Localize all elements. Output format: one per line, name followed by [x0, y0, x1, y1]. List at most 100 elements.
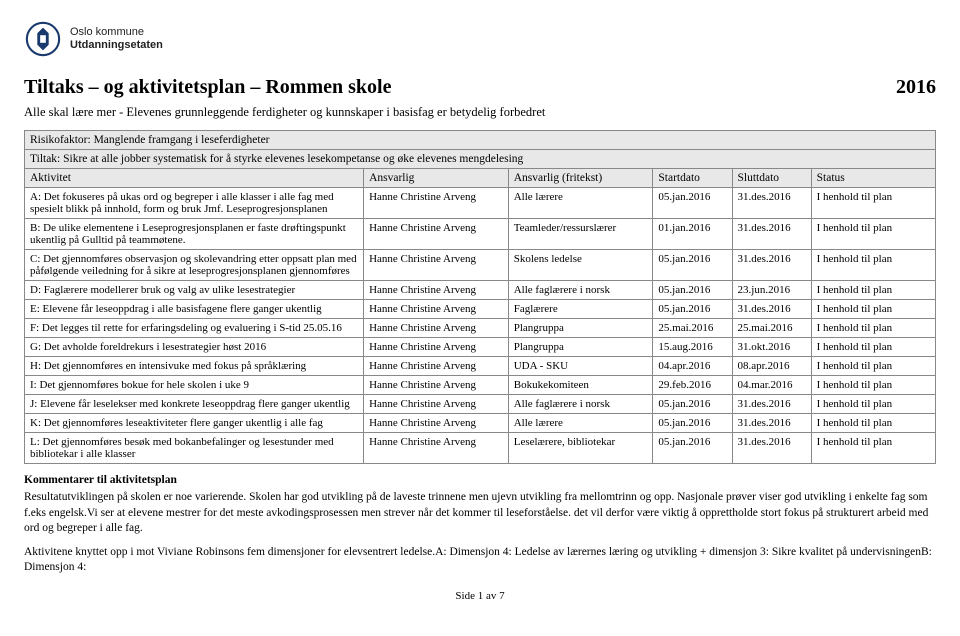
- year: 2016: [896, 76, 936, 99]
- comments-paragraph-1: Resultatutviklingen på skolen er noe var…: [24, 490, 936, 537]
- cell-fritekst: Alle lærere: [508, 188, 653, 219]
- cell-sluttdato: 31.des.2016: [732, 188, 811, 219]
- subtitle: Alle skal lære mer - Elevenes grunnlegge…: [24, 105, 936, 120]
- cell-ansvarlig: Hanne Christine Arveng: [364, 281, 509, 300]
- cell-startdato: 05.jan.2016: [653, 250, 732, 281]
- cell-aktivitet: E: Elevene får leseoppdrag i alle basisf…: [25, 300, 364, 319]
- cell-fritekst: Alle faglærere i norsk: [508, 395, 653, 414]
- cell-fritekst: Leselærere, bibliotekar: [508, 433, 653, 464]
- table-row: C: Det gjennomføres observasjon og skole…: [25, 250, 936, 281]
- cell-aktivitet: C: Det gjennomføres observasjon og skole…: [25, 250, 364, 281]
- cell-ansvarlig: Hanne Christine Arveng: [364, 357, 509, 376]
- cell-startdato: 05.jan.2016: [653, 414, 732, 433]
- cell-sluttdato: 31.des.2016: [732, 300, 811, 319]
- cell-startdato: 15.aug.2016: [653, 338, 732, 357]
- cell-ansvarlig: Hanne Christine Arveng: [364, 414, 509, 433]
- cell-startdato: 01.jan.2016: [653, 219, 732, 250]
- cell-fritekst: Skolens ledelse: [508, 250, 653, 281]
- cell-startdato: 05.jan.2016: [653, 281, 732, 300]
- table-row: A: Det fokuseres på ukas ord og begreper…: [25, 188, 936, 219]
- cell-fritekst: Plangruppa: [508, 319, 653, 338]
- table-row: D: Faglærere modellerer bruk og valg av …: [25, 281, 936, 300]
- cell-status: I henhold til plan: [811, 395, 935, 414]
- cell-aktivitet: F: Det legges til rette for erfaringsdel…: [25, 319, 364, 338]
- cell-sluttdato: 04.mar.2016: [732, 376, 811, 395]
- cell-sluttdato: 31.des.2016: [732, 433, 811, 464]
- col-ansvarlig: Ansvarlig: [364, 169, 509, 188]
- activity-plan-table: Risikofaktor: Manglende framgang i lesef…: [24, 130, 936, 464]
- cell-startdato: 25.mai.2016: [653, 319, 732, 338]
- cell-ansvarlig: Hanne Christine Arveng: [364, 376, 509, 395]
- cell-sluttdato: 31.okt.2016: [732, 338, 811, 357]
- col-aktivitet: Aktivitet: [25, 169, 364, 188]
- table-row: G: Det avholde foreldrekurs i lesestrate…: [25, 338, 936, 357]
- cell-status: I henhold til plan: [811, 281, 935, 300]
- table-row: E: Elevene får leseoppdrag i alle basisf…: [25, 300, 936, 319]
- cell-aktivitet: H: Det gjennomføres en intensivuke med f…: [25, 357, 364, 376]
- cell-startdato: 04.apr.2016: [653, 357, 732, 376]
- cell-fritekst: Plangruppa: [508, 338, 653, 357]
- cell-aktivitet: A: Det fokuseres på ukas ord og begreper…: [25, 188, 364, 219]
- logo-line2: Utdanningsetaten: [70, 39, 163, 52]
- cell-ansvarlig: Hanne Christine Arveng: [364, 395, 509, 414]
- cell-startdato: 05.jan.2016: [653, 300, 732, 319]
- logo-text: Oslo kommune Utdanningsetaten: [70, 26, 163, 52]
- table-row: B: De ulike elementene i Leseprogresjons…: [25, 219, 936, 250]
- table-row: H: Det gjennomføres en intensivuke med f…: [25, 357, 936, 376]
- cell-sluttdato: 31.des.2016: [732, 219, 811, 250]
- cell-aktivitet: J: Elevene får leselekser med konkrete l…: [25, 395, 364, 414]
- cell-aktivitet: K: Det gjennomføres leseaktiviteter fler…: [25, 414, 364, 433]
- cell-status: I henhold til plan: [811, 433, 935, 464]
- cell-startdato: 05.jan.2016: [653, 395, 732, 414]
- cell-ansvarlig: Hanne Christine Arveng: [364, 250, 509, 281]
- cell-startdato: 29.feb.2016: [653, 376, 732, 395]
- cell-aktivitet: D: Faglærere modellerer bruk og valg av …: [25, 281, 364, 300]
- cell-status: I henhold til plan: [811, 319, 935, 338]
- cell-sluttdato: 31.des.2016: [732, 414, 811, 433]
- cell-ansvarlig: Hanne Christine Arveng: [364, 338, 509, 357]
- table-row: K: Det gjennomføres leseaktiviteter fler…: [25, 414, 936, 433]
- cell-fritekst: Teamleder/ressurslærer: [508, 219, 653, 250]
- cell-status: I henhold til plan: [811, 376, 935, 395]
- cell-status: I henhold til plan: [811, 250, 935, 281]
- col-fritekst: Ansvarlig (fritekst): [508, 169, 653, 188]
- col-startdato: Startdato: [653, 169, 732, 188]
- table-row: J: Elevene får leselekser med konkrete l…: [25, 395, 936, 414]
- table-row: L: Det gjennomføres besøk med bokanbefal…: [25, 433, 936, 464]
- cell-sluttdato: 31.des.2016: [732, 395, 811, 414]
- cell-status: I henhold til plan: [811, 357, 935, 376]
- risk-header: Risikofaktor: Manglende framgang i lesef…: [25, 131, 936, 150]
- cell-startdato: 05.jan.2016: [653, 433, 732, 464]
- cell-ansvarlig: Hanne Christine Arveng: [364, 433, 509, 464]
- cell-ansvarlig: Hanne Christine Arveng: [364, 300, 509, 319]
- col-status: Status: [811, 169, 935, 188]
- cell-fritekst: Alle faglærere i norsk: [508, 281, 653, 300]
- cell-status: I henhold til plan: [811, 338, 935, 357]
- tiltak-header: Tiltak: Sikre at alle jobber systematisk…: [25, 150, 936, 169]
- table-row: F: Det legges til rette for erfaringsdel…: [25, 319, 936, 338]
- cell-status: I henhold til plan: [811, 414, 935, 433]
- cell-aktivitet: L: Det gjennomføres besøk med bokanbefal…: [25, 433, 364, 464]
- page-footer: Side 1 av 7: [24, 590, 936, 602]
- page-title: Tiltaks – og aktivitetsplan – Rommen sko…: [24, 76, 391, 99]
- cell-status: I henhold til plan: [811, 300, 935, 319]
- cell-fritekst: Alle lærere: [508, 414, 653, 433]
- col-sluttdato: Sluttdato: [732, 169, 811, 188]
- cell-aktivitet: B: De ulike elementene i Leseprogresjons…: [25, 219, 364, 250]
- cell-sluttdato: 08.apr.2016: [732, 357, 811, 376]
- table-row: I: Det gjennomføres bokue for hele skole…: [25, 376, 936, 395]
- cell-fritekst: Bokukekomiteen: [508, 376, 653, 395]
- header-logo: Oslo kommune Utdanningsetaten: [24, 20, 936, 58]
- cell-status: I henhold til plan: [811, 219, 935, 250]
- cell-aktivitet: I: Det gjennomføres bokue for hele skole…: [25, 376, 364, 395]
- cell-startdato: 05.jan.2016: [653, 188, 732, 219]
- cell-status: I henhold til plan: [811, 188, 935, 219]
- cell-sluttdato: 23.jun.2016: [732, 281, 811, 300]
- cell-ansvarlig: Hanne Christine Arveng: [364, 319, 509, 338]
- cell-fritekst: UDA - SKU: [508, 357, 653, 376]
- oslo-kommune-seal-icon: [24, 20, 62, 58]
- cell-ansvarlig: Hanne Christine Arveng: [364, 188, 509, 219]
- cell-ansvarlig: Hanne Christine Arveng: [364, 219, 509, 250]
- cell-aktivitet: G: Det avholde foreldrekurs i lesestrate…: [25, 338, 364, 357]
- comments-title: Kommentarer til aktivitetsplan: [24, 474, 936, 486]
